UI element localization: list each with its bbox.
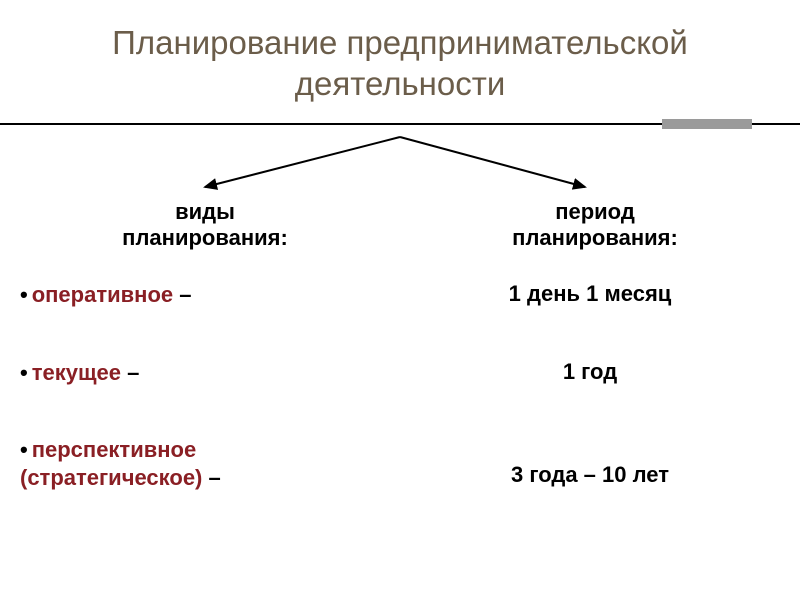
- table-row: •перспективное (стратегическое) – 3 года…: [0, 436, 800, 491]
- table-row: •оперативное – 1 день 1 месяц: [0, 281, 800, 309]
- head-types: виды планирования:: [40, 199, 410, 252]
- title-line-2: деятельности: [295, 65, 506, 102]
- row0-right: 1 день 1 месяц: [509, 281, 672, 306]
- period-operational: 1 день 1 месяц: [400, 281, 780, 307]
- type-current: •текущее –: [20, 359, 400, 387]
- slide-title: Планирование предпринимательской деятель…: [0, 0, 800, 113]
- dash: –: [121, 360, 139, 385]
- table-row: •текущее – 1 год: [0, 359, 800, 387]
- period-current: 1 год: [400, 359, 780, 385]
- branch-left: [205, 137, 400, 187]
- type-operational: •оперативное –: [20, 281, 400, 309]
- type-perspective: •перспективное (стратегическое) –: [20, 436, 400, 491]
- bullet-icon: •: [20, 360, 28, 385]
- dash: –: [173, 282, 191, 307]
- row2-left-block: •перспективное (стратегическое) –: [20, 436, 221, 491]
- branch-diagram: [0, 129, 800, 199]
- col-head-left: виды планирования:: [40, 199, 410, 282]
- title-line-1: Планирование предпринимательской: [112, 24, 688, 61]
- bullet-icon: •: [20, 437, 28, 462]
- dash: –: [202, 465, 220, 490]
- row0-left: оперативное: [32, 282, 173, 307]
- period-perspective: 3 года – 10 лет: [400, 436, 780, 488]
- bullet-icon: •: [20, 282, 28, 307]
- rule-accent: [662, 119, 752, 129]
- head-left-2: планирования:: [122, 225, 288, 250]
- row1-left: текущее: [32, 360, 121, 385]
- row2-left-2: (стратегическое): [20, 465, 202, 490]
- head-right-1: период: [555, 199, 635, 224]
- col-head-right: период планирования:: [410, 199, 780, 282]
- head-right-2: планирования:: [512, 225, 678, 250]
- branch-svg: [0, 129, 800, 199]
- branch-right: [400, 137, 585, 187]
- title-rule: [0, 119, 800, 129]
- head-periods: период планирования:: [410, 199, 780, 252]
- slide: Планирование предпринимательской деятель…: [0, 0, 800, 600]
- row1-right: 1 год: [563, 359, 617, 384]
- head-left-1: виды: [175, 199, 235, 224]
- row2-right: 3 года – 10 лет: [511, 462, 669, 487]
- column-headers: виды планирования: период планирования:: [0, 199, 800, 282]
- row2-left-1: перспективное: [32, 437, 197, 462]
